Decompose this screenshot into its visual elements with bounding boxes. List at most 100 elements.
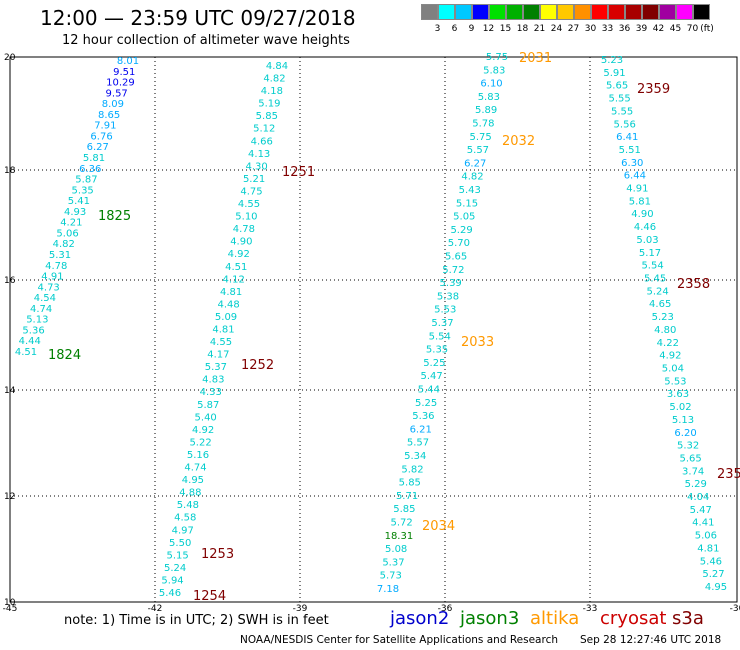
wave-height-label: 7.18 [377,584,399,595]
wave-height-label: 5.05 [453,212,475,223]
wave-height-label: 5.83 [478,92,500,103]
wave-height-label: 5.73 [380,571,402,582]
wave-height-label: 4.30 [245,161,267,172]
scale-label: 39 [635,24,648,34]
wave-height-label: 5.81 [629,196,651,207]
scale-label: 45 [669,24,682,34]
wave-height-label: 3.74 [682,466,704,477]
pass-time-label: 2358 [677,277,710,292]
scale-swatch [625,4,642,20]
scale-label: 42 [652,24,665,34]
latitude-tick-label: 18 [4,166,16,176]
wave-height-label: 6.41 [616,132,638,143]
wave-height-label: 5.16 [187,450,209,461]
scale-label: 12 [482,24,495,34]
wave-height-label: 4.91 [626,184,648,195]
wave-height-label: 5.35 [426,345,448,356]
wave-height-label: 5.46 [700,556,722,567]
wave-height-label: 5.44 [418,385,440,396]
wave-height-label: 5.40 [195,412,217,423]
wave-height-label: 4.55 [238,199,260,210]
wave-height-label: 5.47 [420,371,442,382]
wave-height-label: 4.54 [34,293,56,304]
wave-height-label: 5.53 [664,376,686,387]
wave-height-label: 5.10 [235,212,257,223]
wave-height-label: 4.92 [192,425,214,436]
wave-height-label: 5.13 [26,315,48,326]
wave-height-label: 6.30 [621,158,643,169]
wave-height-label: 5.06 [56,228,78,239]
scale-swatch [574,4,591,20]
generated-timestamp: Sep 28 12:27:46 UTC 2018 [580,634,722,646]
wave-height-label: 5.09 [215,312,237,323]
wave-height-label: 5.71 [396,491,418,502]
wave-height-label: 5.50 [169,538,191,549]
wave-height-label: 5.87 [75,175,97,186]
wave-height-label: 5.36 [22,325,44,336]
scale-label: 24 [550,24,563,34]
wave-height-label: 5.08 [385,544,407,555]
scale-swatch [642,4,659,20]
wave-height-label: 4.73 [38,282,60,293]
wave-height-label: 10.29 [106,78,135,89]
wave-height-label: 4.18 [261,86,283,97]
wave-height-label: 5.82 [401,464,423,475]
latitude-tick-label: 14 [4,386,16,396]
wave-height-label: 5.03 [636,235,658,246]
wave-height-label: 4.46 [634,222,656,233]
scale-label: 36 [618,24,631,34]
scale-swatch [557,4,574,20]
wave-height-label: 4.33 [200,387,222,398]
wave-height-label: 4.81 [212,325,234,336]
scale-label: 3 [434,24,441,34]
wave-height-label: 5.53 [434,305,456,316]
wave-height-label: 5.23 [601,55,623,66]
longitude-tick-label: -45 [3,604,18,614]
wave-height-label: 4.90 [230,237,252,248]
pass-time-label: 2033 [461,335,494,350]
scale-label: 15 [499,24,512,34]
scale-swatch [523,4,540,20]
wave-height-label: 5.36 [412,411,434,422]
wave-height-label: 4.51 [15,347,37,358]
longitude-tick-label: -39 [293,604,308,614]
wave-height-label: 5.27 [702,569,724,580]
pass-time-label: 2032 [502,134,535,149]
wave-height-label: 4.74 [184,463,206,474]
wave-height-label: 5.37 [382,557,404,568]
wave-height-label: 5.39 [440,278,462,289]
legend-jason2: jason2 [390,608,450,629]
wave-height-label: 5.12 [253,124,275,135]
pass-time-label: 2359 [637,82,670,97]
wave-height-label: 4.88 [179,488,201,499]
wave-height-label: 7.91 [94,121,116,132]
scale-swatch [608,4,625,20]
wave-height-label: 5.87 [197,400,219,411]
wave-height-label: 4.12 [223,274,245,285]
wave-height-label: 5.91 [603,68,625,79]
wave-height-label: 4.95 [182,475,204,486]
wave-height-label: 4.97 [172,525,194,536]
pass-time-label: 235 [717,467,740,482]
wave-height-label: 5.54 [429,331,451,342]
wave-height-label: 4.82 [263,74,285,85]
wave-height-label: 5.55 [611,106,633,117]
pass-time-label: 2034 [422,519,455,534]
longitude-tick-label: -33 [583,604,598,614]
wave-height-label: 4.55 [210,337,232,348]
wave-height-label: 5.55 [608,94,630,105]
wave-height-label: 5.83 [483,65,505,76]
map-subtitle: 12 hour collection of altimeter wave hei… [62,33,350,48]
wave-height-label: 3.63 [667,389,689,400]
wave-height-label: 8.01 [117,56,139,67]
wave-height-label: 5.29 [685,479,707,490]
longitude-tick-label: -36 [438,604,453,614]
wave-height-label: 4.81 [697,543,719,554]
wave-height-label: 18.31 [385,531,414,542]
wave-height-label: 5.57 [467,145,489,156]
scale-swatch [455,4,472,20]
scale-swatch [421,4,438,20]
wave-height-label: 5.31 [49,250,71,261]
wave-height-label: 4.93 [64,207,86,218]
